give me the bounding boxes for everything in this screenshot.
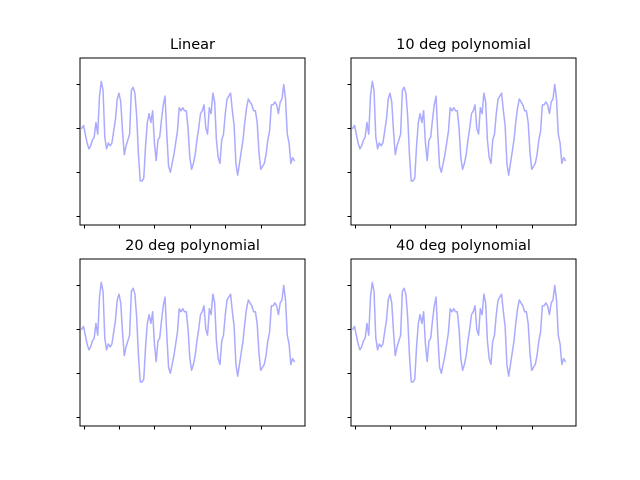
subplot-title-40-deg-polynomial: 40 deg polynomial bbox=[396, 238, 531, 254]
subplot-title-linear: Linear bbox=[170, 37, 215, 53]
subplot-title-20-deg-polynomial: 20 deg polynomial bbox=[125, 238, 260, 254]
subplot-linear: Linear bbox=[76, 37, 306, 229]
subplot-40-deg-polynomial: 40 deg polynomial bbox=[347, 238, 577, 430]
axes-frame bbox=[79, 258, 306, 427]
series-line-signal bbox=[81, 281, 296, 383]
subplot-10-deg-polynomial: 10 deg polynomial bbox=[347, 37, 577, 229]
axes-frame bbox=[79, 57, 306, 226]
series-line-signal bbox=[352, 80, 567, 182]
subplot-title-10-deg-polynomial: 10 deg polynomial bbox=[396, 37, 531, 53]
series-line-signal bbox=[352, 281, 567, 383]
series-line-signal bbox=[81, 80, 296, 182]
axes-frame bbox=[350, 57, 577, 226]
axes-frame bbox=[350, 258, 577, 427]
subplot-20-deg-polynomial: 20 deg polynomial bbox=[76, 238, 306, 430]
